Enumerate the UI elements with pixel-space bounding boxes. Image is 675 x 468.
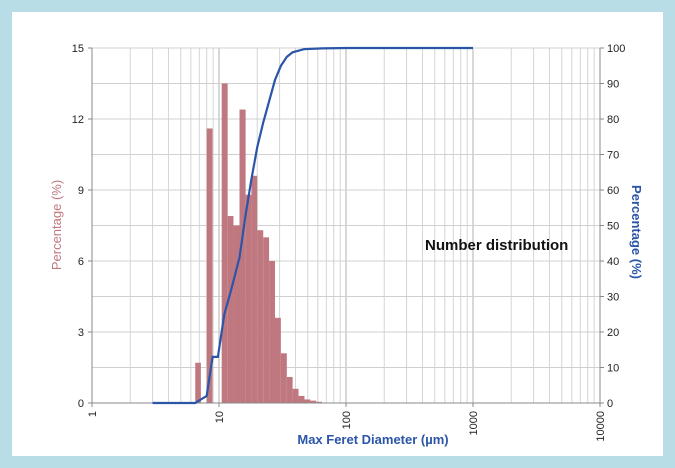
histogram-bar [310, 400, 317, 403]
y-tick-label: 9 [78, 185, 84, 197]
histogram-bar [274, 317, 281, 403]
secondary-y-tick-label: 90 [607, 79, 619, 91]
histogram-bar [221, 83, 228, 403]
secondary-y-axis-label: Percentage (%) [629, 185, 644, 279]
histogram-bar [292, 388, 299, 403]
histogram-bar [251, 175, 258, 403]
secondary-y-tick-label: 0 [607, 398, 613, 410]
histogram-bar [286, 376, 293, 403]
secondary-y-tick-label: 20 [607, 327, 619, 339]
histogram-bar [257, 230, 264, 403]
histogram-bar [239, 109, 246, 404]
x-tick-label: 1 [87, 411, 99, 417]
histogram-bar [280, 353, 287, 403]
y-tick-label: 12 [72, 114, 84, 126]
secondary-y-tick-label: 100 [607, 43, 625, 55]
chart-frame [12, 12, 663, 456]
cumulative-line [152, 46, 473, 405]
secondary-y-tick-label: 80 [607, 114, 619, 126]
histogram-bar [206, 128, 213, 403]
histogram-bar [227, 216, 234, 403]
x-axis-label: Max Feret Diameter (µm) [297, 432, 448, 447]
secondary-y-tick-label: 40 [607, 256, 619, 268]
histogram-bar [304, 399, 311, 403]
secondary-y-tick-label: 50 [607, 221, 619, 233]
y-tick-label: 3 [78, 327, 84, 339]
histogram-bar [269, 261, 275, 403]
x-tick-label: 100 [341, 411, 353, 429]
histogram-bar [298, 395, 305, 403]
y-axis-label: Percentage (%) [49, 180, 64, 270]
y-tick-label: 15 [72, 43, 84, 55]
histogram-bar [195, 362, 201, 403]
x-tick-label: 10000 [595, 411, 607, 442]
histogram-bar [263, 237, 270, 403]
secondary-y-tick-label: 10 [607, 363, 619, 375]
grid [92, 47, 600, 403]
secondary-y-tick-label: 60 [607, 185, 619, 197]
secondary-y-tick-label: 70 [607, 150, 619, 162]
histogram-bar [316, 401, 323, 403]
x-tick-label: 1000 [468, 411, 480, 435]
x-tick-label: 10 [214, 411, 226, 423]
histogram-bars [195, 83, 323, 404]
y-tick-label: 0 [78, 398, 84, 410]
annotation-label: Number distribution [425, 237, 568, 254]
histogram-bar [245, 194, 252, 403]
secondary-y-tick-label: 30 [607, 292, 619, 304]
y-tick-label: 6 [78, 256, 84, 268]
histogram-bar [233, 225, 240, 403]
